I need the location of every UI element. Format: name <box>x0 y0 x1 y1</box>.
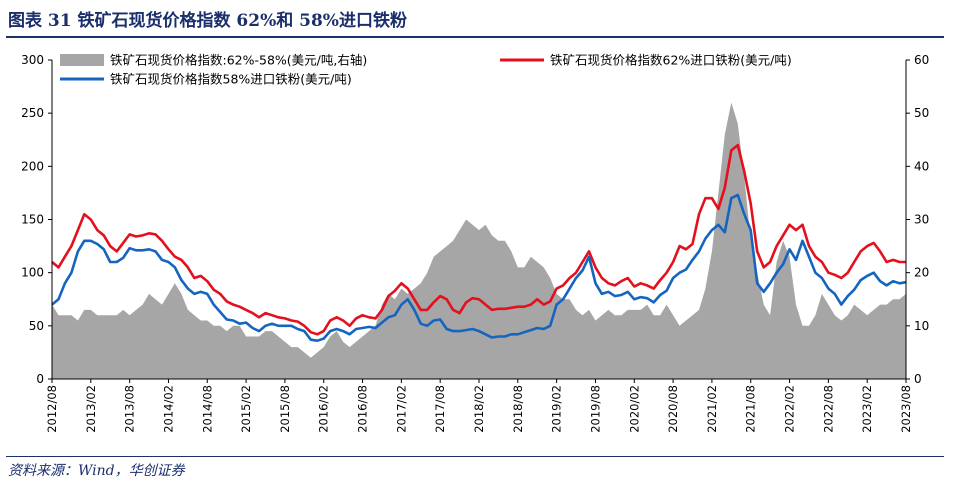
bottom-rule <box>6 456 944 457</box>
spread-area <box>52 102 906 379</box>
x-tick-label: 2021/08 <box>744 385 758 433</box>
y-right-tick-label: 50 <box>914 106 929 120</box>
y-right-tick-label: 60 <box>914 53 929 67</box>
x-tick-label: 2021/02 <box>705 385 719 433</box>
legend-label: 铁矿石现货价格指数:62%-58%(美元/吨,右轴) <box>110 53 367 68</box>
x-tick-label: 2012/08 <box>45 385 59 433</box>
legend-label: 铁矿石现货价格指数58%进口铁粉(美元/吨) <box>110 72 352 87</box>
line-62-series <box>51 143 906 336</box>
y-left-tick-label: 50 <box>29 319 44 333</box>
x-tick-label: 2023/02 <box>860 385 874 433</box>
x-tick-label: 2016/08 <box>356 385 370 433</box>
x-tick-label: 2016/02 <box>317 385 331 433</box>
x-tick-label: 2017/02 <box>394 385 408 433</box>
x-tick-label: 2014/08 <box>200 385 214 433</box>
y-left-tick-label: 250 <box>21 106 44 120</box>
y-right-tick-label: 20 <box>914 266 929 280</box>
x-tick-label: 2023/08 <box>899 385 913 433</box>
x-tick-label: 2013/02 <box>84 385 98 433</box>
legend: 铁矿石现货价格指数:62%-58%(美元/吨,右轴) 铁矿石现货价格指数62%进口… <box>60 53 792 87</box>
axes-layer: 0 50 100 150 200 250 300 0 10 20 30 40 50 60 2012/08 20… <box>21 53 929 433</box>
x-tick-label: 2014/02 <box>161 385 175 433</box>
x-tick-label: 2018/02 <box>472 385 486 433</box>
x-tick-label: 2019/02 <box>550 385 564 433</box>
y-right-tick-label: 0 <box>914 372 922 386</box>
y-left-tick-label: 0 <box>36 372 44 386</box>
y-left-tick-label: 100 <box>21 266 44 280</box>
line-58-series <box>51 193 907 343</box>
title-rule <box>6 36 944 38</box>
y-right-tick-label: 30 <box>914 213 929 227</box>
figure-title: 图表 31 铁矿石现货价格指数 62%和 58%进口铁粉 <box>8 11 407 31</box>
legend-label: 铁矿石现货价格指数62%进口铁粉(美元/吨) <box>550 53 792 68</box>
y-left-tick-label: 150 <box>21 213 44 227</box>
legend-swatch-spread <box>60 54 104 66</box>
x-tick-label: 2013/08 <box>123 385 137 433</box>
x-tick-label: 2017/08 <box>433 385 447 433</box>
x-tick-label: 2022/02 <box>783 385 797 433</box>
y-left-tick-label: 300 <box>21 53 44 67</box>
x-tick-label: 2015/08 <box>278 385 292 433</box>
price-lines-layer <box>51 143 907 343</box>
y-left-tick-label: 200 <box>21 159 44 173</box>
spread-area-layer <box>52 102 906 379</box>
chart: 0 50 100 150 200 250 300 0 10 20 30 40 50 60 2012/08 20… <box>21 53 929 433</box>
x-tick-label: 2015/02 <box>239 385 253 433</box>
x-tick-label: 2019/08 <box>588 385 602 433</box>
x-tick-label: 2018/08 <box>511 385 525 433</box>
x-tick-label: 2020/02 <box>627 385 641 433</box>
y-right-tick-label: 40 <box>914 159 929 173</box>
x-tick-label: 2022/08 <box>821 385 835 433</box>
source-note: 资料来源：Wind，华创证券 <box>8 463 185 479</box>
y-right-tick-label: 10 <box>914 319 929 333</box>
x-tick-label: 2020/08 <box>666 385 680 433</box>
